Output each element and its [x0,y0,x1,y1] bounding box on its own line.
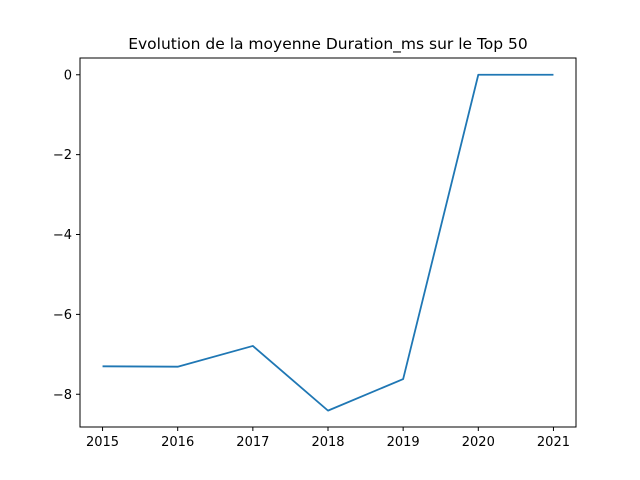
x-tick-label: 2020 [462,435,495,450]
y-tick-label: −8 [53,388,72,403]
chart-title: Evolution de la moyenne Duration_ms sur … [128,35,528,54]
y-tick-label: −2 [53,148,72,163]
x-tick-label: 2017 [236,435,269,450]
x-tick-label: 2015 [86,435,119,450]
y-tick-label: −6 [53,308,72,323]
x-tick-label: 2019 [387,435,420,450]
y-tick-label: 0 [64,68,72,83]
plot-frame [79,57,577,428]
x-tick-label: 2021 [537,435,570,450]
y-tick-label: −4 [53,228,72,243]
x-tick-label: 2018 [311,435,344,450]
x-tick-label: 2016 [161,435,194,450]
series-line-0 [102,73,554,412]
